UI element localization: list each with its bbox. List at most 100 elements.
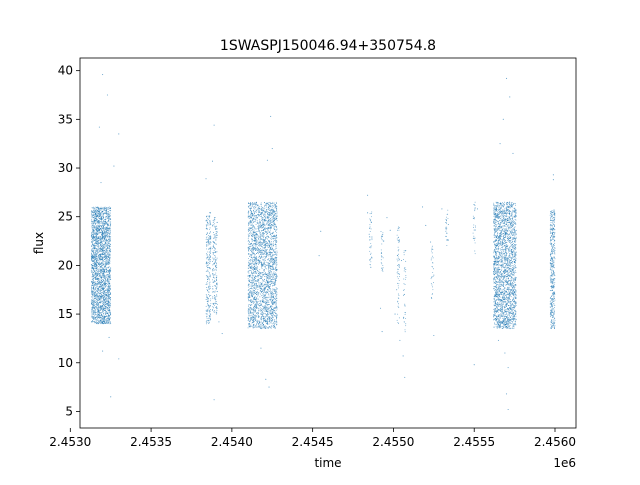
data-point [96,254,98,256]
data-point [248,261,250,263]
data-point [267,312,268,314]
data-point [99,253,101,255]
data-point [107,283,109,285]
data-point [98,257,100,259]
data-point [95,320,97,322]
data-point [247,270,249,272]
data-point [253,300,255,302]
data-point [93,317,95,319]
data-point [259,269,261,271]
data-point [100,316,101,318]
data-point [275,240,277,242]
data-point [106,248,108,250]
data-point [209,279,211,281]
data-point [100,236,102,238]
data-point [102,291,104,293]
data-point [94,233,96,235]
data-point [265,261,267,263]
data-point [269,201,271,203]
data-point [97,307,99,309]
data-point [99,267,101,269]
data-point [255,215,256,216]
data-point [251,271,252,273]
data-point [254,234,256,236]
data-point [275,276,277,278]
data-point [274,277,276,279]
data-point [249,270,251,272]
data-point [208,212,210,214]
data-point [267,296,269,298]
data-point [247,212,249,214]
data-point [97,260,99,262]
data-point [109,231,111,233]
data-point [259,305,261,307]
data-point [247,311,249,313]
data-point [98,288,100,290]
data-point [91,287,92,289]
data-point [94,306,96,308]
data-point [94,210,96,211]
data-point [249,304,251,306]
data-point [270,318,272,320]
data-point [209,276,211,278]
data-point [250,215,252,217]
data-point [258,274,260,276]
data-point [104,277,106,279]
data-point [104,262,106,263]
data-point [106,230,108,232]
data-point [259,211,260,213]
data-point [255,252,257,254]
data-point [216,286,218,288]
data-point [256,266,258,267]
data-point [105,228,107,230]
data-point [99,290,101,292]
data-point [214,310,216,311]
data-point [273,216,275,218]
data-point [266,209,268,211]
data-point [94,237,96,238]
data-point [98,209,100,210]
data-point [271,272,272,274]
data-point [91,217,93,219]
data-point [92,269,94,271]
data-point [94,258,96,260]
data-point [92,312,94,314]
data-point [207,218,209,220]
data-point [109,283,110,284]
data-point [210,238,212,240]
data-point [99,238,101,240]
data-point [99,258,101,260]
data-point [268,264,270,266]
data-point [273,254,275,256]
data-point [104,293,106,295]
data-point [257,307,259,309]
data-point [93,265,95,267]
data-point [275,275,277,276]
data-point [248,239,249,241]
data-point [250,227,252,229]
data-point [207,303,208,305]
data-point [253,309,255,311]
data-point [269,283,271,285]
data-point [91,268,93,270]
data-point [94,304,96,306]
data-point [253,229,255,231]
data-point [266,303,268,305]
data-point [265,218,267,219]
data-point [109,240,111,242]
data-point [107,286,109,287]
data-point [93,227,95,229]
data-point [208,314,210,316]
data-point [97,274,99,275]
data-point [257,312,259,313]
data-point [102,322,104,324]
data-point [92,240,94,242]
data-point [109,246,111,247]
data-point [206,220,208,222]
data-point [208,266,210,268]
data-point [95,214,97,216]
data-point [253,282,255,283]
data-point [99,300,101,302]
data-point [255,241,257,243]
data-point [93,313,95,315]
